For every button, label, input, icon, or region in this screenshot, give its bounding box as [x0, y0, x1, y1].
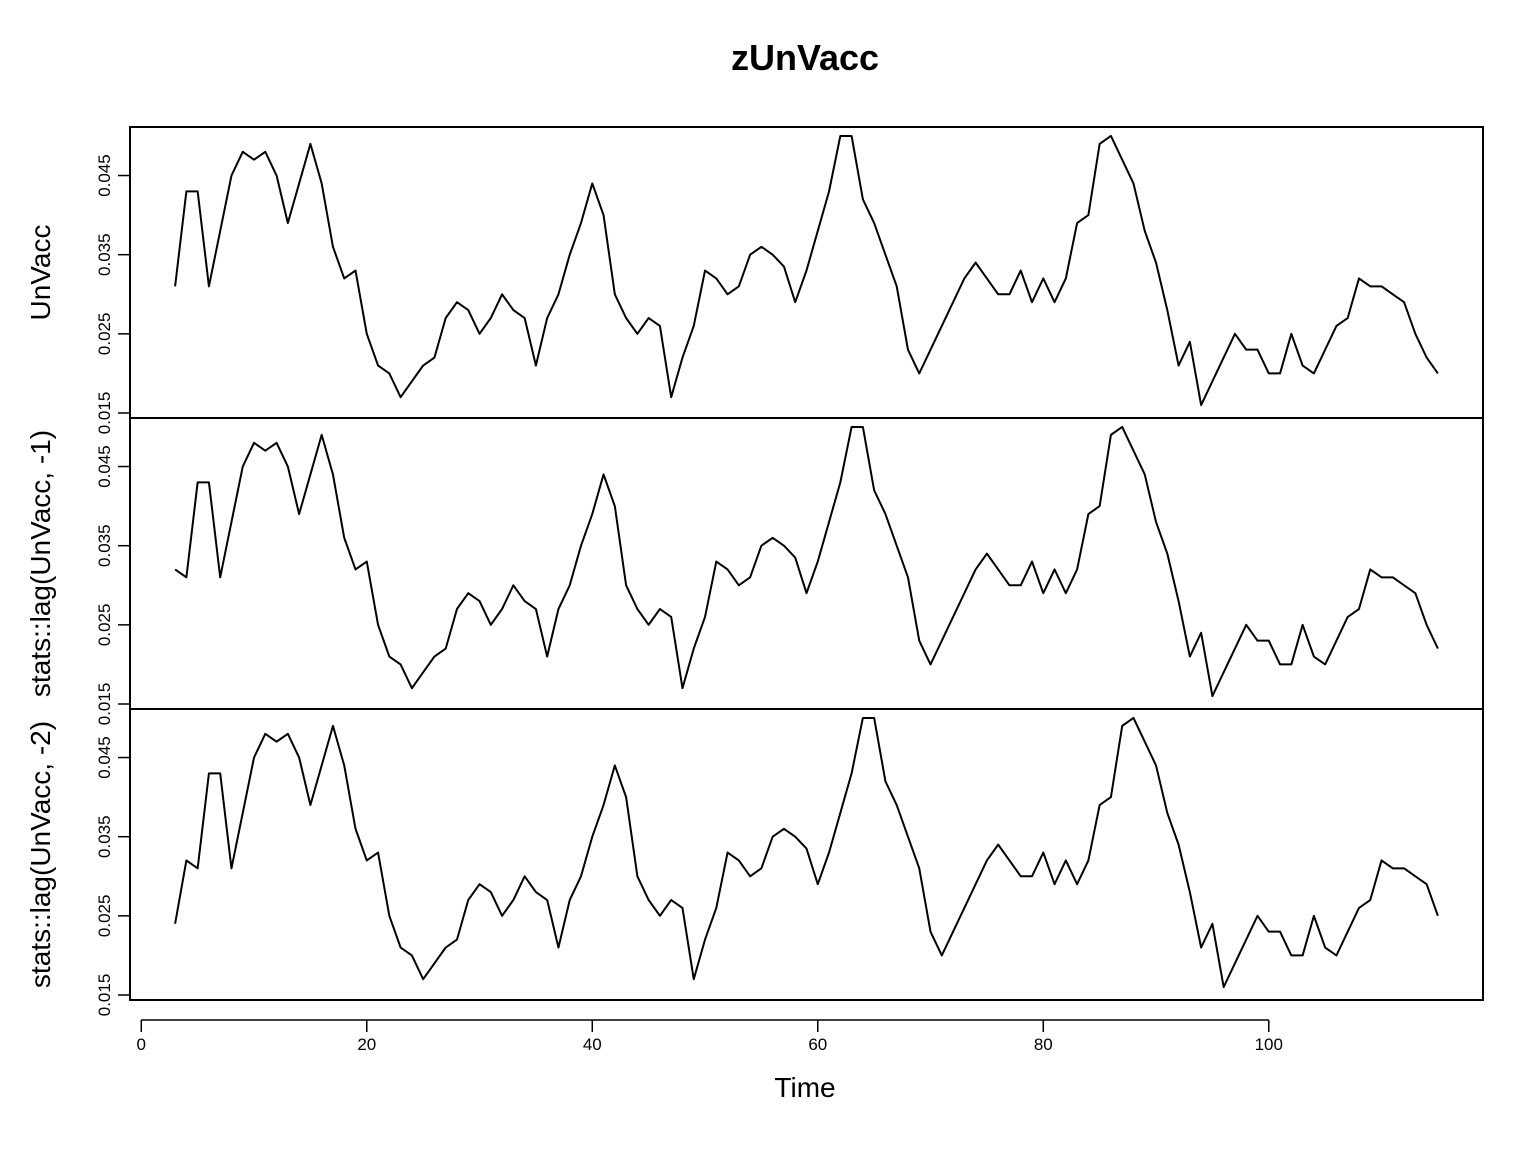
- series-line-3: [174, 716, 1439, 989]
- panel-2-y-tick-label: 0.015: [95, 683, 114, 726]
- panel-2-y-tick-label: 0.045: [95, 445, 114, 488]
- panel-3-y-tick-label: 0.015: [95, 974, 114, 1017]
- panel-2-y-tick-label: 0.035: [95, 524, 114, 567]
- x-tick-label: 60: [808, 1035, 827, 1054]
- panel-1-y-tick-label: 0.035: [95, 233, 114, 276]
- panel-1-y-tick-label: 0.045: [95, 154, 114, 197]
- panel-2-y-axis-label: stats::lag(UnVacc, -1): [25, 430, 56, 697]
- x-tick-label: 40: [583, 1035, 602, 1054]
- panel-3-y-tick-label: 0.035: [95, 815, 114, 858]
- series-line-2: [174, 425, 1439, 698]
- panel-1-y-axis-label: UnVacc: [25, 225, 56, 321]
- x-axis-label: Time: [774, 1072, 835, 1103]
- panel-3-y-tick-label: 0.045: [95, 736, 114, 779]
- panel-1-y-tick-label: 0.015: [95, 392, 114, 435]
- panel-3-frame: [129, 708, 1484, 1001]
- x-tick-label: 0: [137, 1035, 146, 1054]
- x-tick-label: 80: [1034, 1035, 1053, 1054]
- panel-1-y-tick-label: 0.025: [95, 313, 114, 356]
- x-tick-label: 20: [357, 1035, 376, 1054]
- chart-title: zUnVacc: [731, 37, 879, 78]
- panel-3-y-tick-label: 0.025: [95, 895, 114, 938]
- panel-3-y-axis-label: stats::lag(UnVacc, -2): [25, 721, 56, 988]
- panel-2-y-tick-label: 0.025: [95, 604, 114, 647]
- series-line-1: [174, 134, 1439, 407]
- x-tick-label: 100: [1255, 1035, 1283, 1054]
